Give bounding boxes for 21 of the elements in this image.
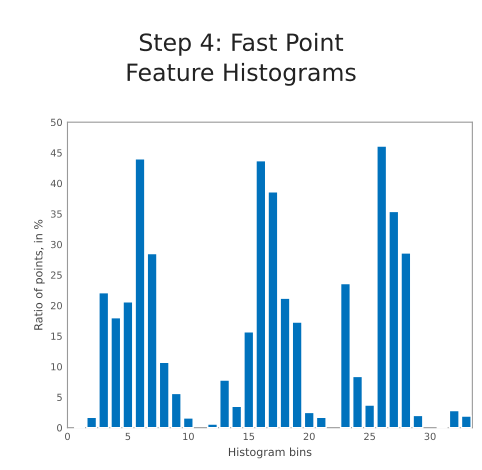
y-tick-label: 25 bbox=[50, 271, 62, 279]
y-tick-label: 20 bbox=[50, 302, 62, 310]
x-tick-label: 10 bbox=[183, 432, 194, 440]
x-tick-label: 30 bbox=[424, 432, 436, 440]
x-axis-title: Histogram bins bbox=[228, 448, 312, 458]
y-tick-label: 15 bbox=[51, 332, 62, 340]
y-tick-label: 40 bbox=[50, 180, 62, 188]
x-tick-label: 15 bbox=[244, 432, 254, 440]
y-tick-label: 5 bbox=[57, 394, 62, 401]
y-tick-label: 50 bbox=[51, 118, 62, 126]
x-tick-label: 5 bbox=[126, 432, 130, 440]
x-tick-label: 20 bbox=[304, 432, 315, 440]
y-tick-label: 0 bbox=[57, 424, 62, 432]
chart-title: Step 4: Fast Point Feature Histograms bbox=[128, 32, 356, 86]
y-axis-title: Ratio of points, in % bbox=[34, 220, 45, 330]
x-tick-label: 25 bbox=[364, 432, 375, 440]
y-tick-label: 45 bbox=[50, 149, 62, 157]
x-tick-label: 0 bbox=[65, 432, 70, 440]
y-tick-label: 30 bbox=[50, 240, 62, 248]
y-tick-label: 35 bbox=[50, 210, 62, 218]
y-tick-label: 10 bbox=[51, 363, 62, 370]
